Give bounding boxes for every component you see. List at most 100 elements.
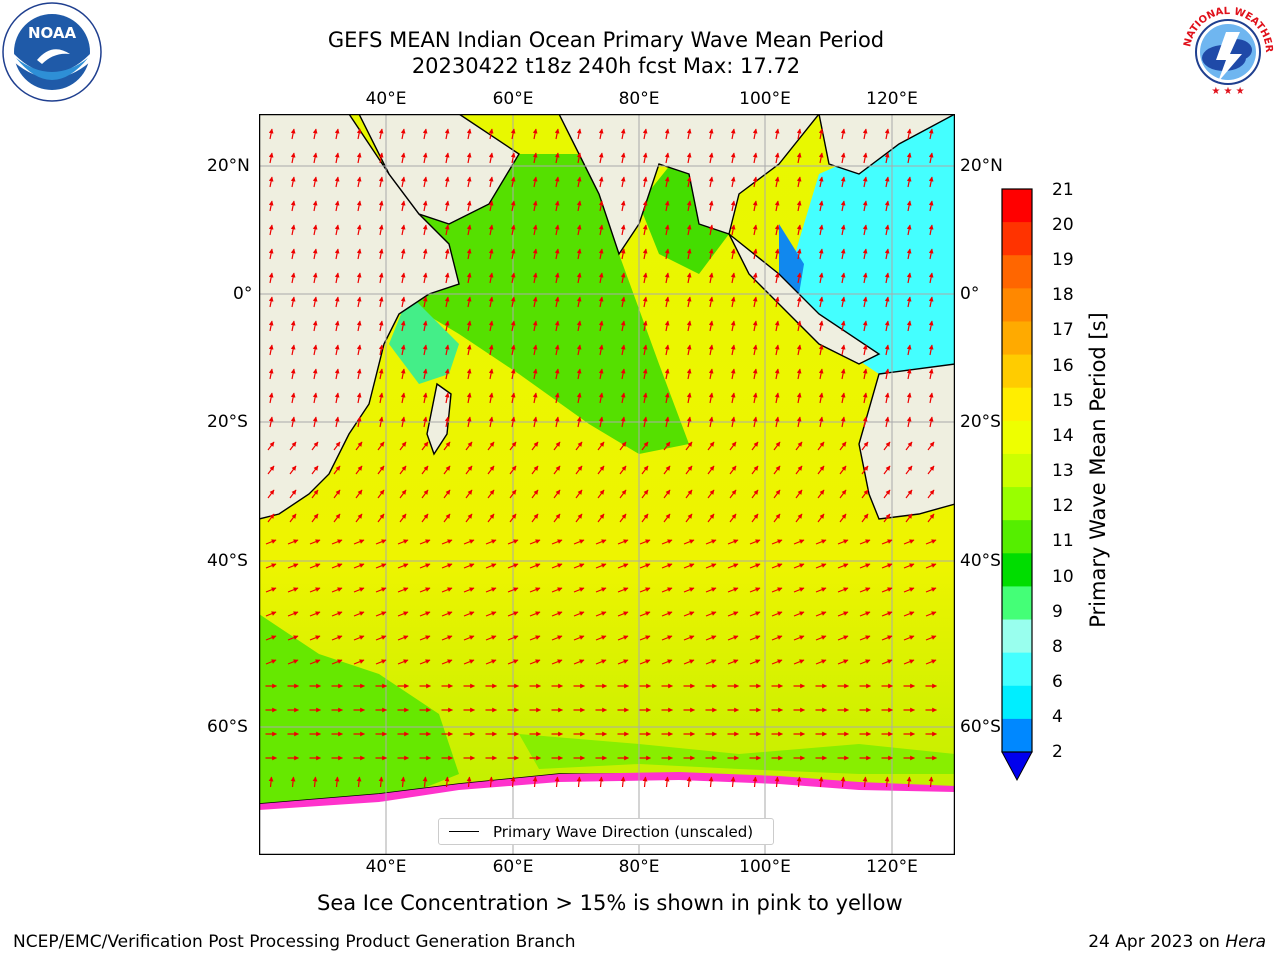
wave-arrow: [793, 635, 805, 641]
wave-arrow: [663, 489, 671, 499]
wave-arrow: [661, 659, 673, 665]
wave-arrow: [928, 392, 934, 404]
wave-arrow: [839, 513, 847, 523]
wave-arrow: [551, 659, 563, 665]
wave-arrow: [353, 563, 365, 569]
wave-arrow: [551, 539, 563, 545]
wave-arrow: [642, 152, 648, 164]
wave-arrow: [290, 248, 296, 260]
wave-arrow: [554, 224, 560, 236]
colorbar-segment: [1002, 354, 1032, 389]
wave-arrow: [287, 659, 299, 665]
wave-arrow: [749, 611, 761, 617]
wave-arrow: [400, 776, 406, 788]
colorbar-tick-8: 8: [1052, 637, 1063, 657]
wave-arrow: [378, 152, 384, 164]
wave-arrow: [862, 176, 868, 188]
wave-arrow: [884, 296, 890, 308]
wave-arrow: [884, 392, 890, 404]
colorbar-tick-11: 11: [1052, 531, 1074, 551]
wave-arrow: [598, 248, 604, 260]
wave-arrow: [378, 320, 384, 332]
wave-arrow: [598, 320, 604, 332]
land-arabia: [358, 114, 520, 225]
wave-arrow: [377, 489, 385, 499]
wave-arrow: [309, 611, 321, 617]
wave-arrow: [290, 176, 296, 188]
wave-arrow: [664, 248, 670, 260]
wave-arrow: [400, 296, 406, 308]
wave-arrow: [309, 563, 321, 569]
wave-arrow: [441, 659, 453, 665]
wave-arrow: [774, 152, 780, 164]
wave-arrow: [597, 441, 605, 451]
wave-arrow: [265, 563, 277, 569]
wave-arrow: [529, 539, 541, 545]
wave-arrow: [707, 441, 715, 451]
wave-arrow: [818, 200, 824, 212]
wave-arrow: [796, 392, 802, 404]
wave-arrow: [466, 368, 472, 380]
wave-direction-arrows: [265, 128, 937, 788]
wave-arrow: [268, 272, 274, 284]
wave-arrow: [727, 587, 739, 593]
wave-arrow: [840, 128, 846, 140]
wave-arrow: [441, 611, 453, 617]
wave-arrow: [400, 416, 406, 428]
wave-arrow: [397, 635, 409, 641]
wave-arrow: [356, 128, 362, 140]
colorbar-tick-12: 12: [1052, 496, 1074, 516]
wave-arrow: [620, 272, 626, 284]
wave-arrow: [529, 659, 541, 665]
wave-arrow: [818, 344, 824, 356]
land-se-asia: [818, 114, 955, 175]
wave-arrow: [356, 152, 362, 164]
wave-arrow: [378, 392, 384, 404]
wave-arrow: [686, 224, 692, 236]
wave-arrow: [884, 152, 890, 164]
wave-arrow: [312, 392, 318, 404]
wave-arrow: [707, 513, 715, 523]
wave-arrow: [289, 489, 297, 499]
wave-arrow: [507, 611, 519, 617]
wave-arrow: [510, 776, 516, 788]
wave-arrow: [925, 635, 937, 641]
wave-arrow: [683, 563, 695, 569]
wave-arrow: [620, 224, 626, 236]
wave-arrow: [487, 513, 495, 523]
wave-arrow: [553, 441, 561, 451]
wave-arrow: [554, 368, 560, 380]
wave-arrow: [444, 776, 450, 788]
wave-arrow: [928, 296, 934, 308]
wave-arrow: [925, 611, 937, 617]
wave-arrow: [309, 635, 321, 641]
wave-arrow: [862, 320, 868, 332]
wave-arrow: [664, 416, 670, 428]
wave-arrow: [466, 248, 472, 260]
wave-arrow: [356, 416, 362, 428]
wave-arrow: [686, 200, 692, 212]
wave-arrow: [884, 200, 890, 212]
wave-arrow: [463, 635, 475, 641]
wave-arrow: [488, 368, 494, 380]
wave-arrow: [356, 296, 362, 308]
wave-arrow: [444, 176, 450, 188]
wave-arrow: [752, 296, 758, 308]
wave-arrow: [884, 320, 890, 332]
wave-arrow: [595, 563, 607, 569]
wave-arrow: [796, 368, 802, 380]
wave-arrow: [796, 272, 802, 284]
wave-arrow: [422, 152, 428, 164]
wave-arrow: [444, 320, 450, 332]
wave-arrow: [664, 128, 670, 140]
wave-arrow: [859, 587, 871, 593]
wave-arrow: [553, 513, 561, 523]
wave-arrow: [620, 776, 626, 788]
wave-arrow: [510, 152, 516, 164]
wave-arrow: [400, 272, 406, 284]
wave-arrow: [290, 296, 296, 308]
sea-ice-band: [259, 772, 955, 810]
wave-arrow: [312, 200, 318, 212]
wave-arrow: [685, 441, 693, 451]
wave-arrow: [554, 176, 560, 188]
